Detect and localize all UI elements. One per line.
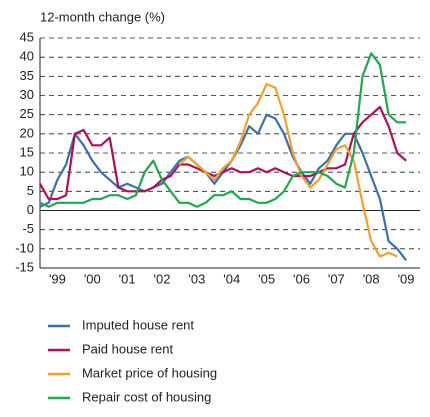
y-tick-label: 5 (27, 183, 34, 198)
x-tick-label: '05 (258, 271, 275, 286)
legend-label: Repair cost of housing (82, 389, 211, 404)
y-tick-label: -10 (15, 240, 34, 255)
series-line (39, 105, 407, 201)
series-line (178, 82, 398, 258)
x-tick-label: '09 (398, 271, 415, 286)
y-tick-label: -15 (15, 259, 34, 274)
x-tick-label: '01 (119, 271, 136, 286)
legend-label: Paid house rent (82, 341, 173, 356)
y-tick-label: 15 (20, 144, 34, 159)
y-tick-label: 25 (20, 106, 34, 121)
series-line (39, 113, 407, 261)
y-tick-label: 40 (20, 49, 34, 64)
legend-label: Imputed house rent (82, 317, 194, 332)
y-tick-label: 0 (27, 202, 34, 217)
x-tick-label: '06 (293, 271, 310, 286)
y-tick-label: 20 (20, 125, 34, 140)
y-tick-label: 10 (20, 164, 34, 179)
x-tick-label: '08 (363, 271, 380, 286)
y-tick-label: 35 (20, 68, 34, 83)
y-axis-label: 12-month change (%) (40, 9, 165, 24)
x-tick-label: '02 (154, 271, 171, 286)
y-tick-label: 45 (20, 29, 34, 44)
x-tick-label: '99 (49, 271, 66, 286)
y-tick-label: 30 (20, 87, 34, 102)
legend-label: Market price of housing (82, 365, 217, 380)
x-tick-label: '00 (84, 271, 101, 286)
series-line (39, 52, 407, 208)
x-tick-label: '04 (223, 271, 240, 286)
y-tick-label: -5 (22, 221, 34, 236)
x-tick-label: '03 (188, 271, 205, 286)
x-tick-label: '07 (328, 271, 345, 286)
